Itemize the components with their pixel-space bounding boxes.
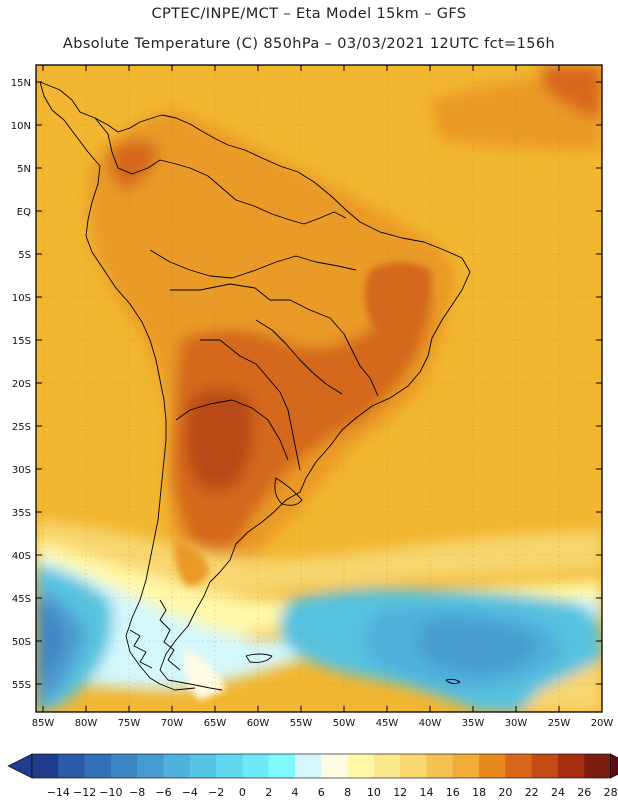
lat-label: 50S: [12, 637, 31, 648]
latitude-labels: 15N 10N 5N EQ 5S 10S 15S 20S 25S 30S 35S 40S 45S 50S 5…: [11, 78, 602, 691]
lat-label: 35S: [12, 508, 31, 519]
map-frame: [35, 64, 603, 713]
colorbar-swatch: [295, 754, 322, 778]
colorbar-frame: [31, 753, 611, 779]
lon-label: 75W: [118, 718, 141, 729]
colorbar-swatch: [137, 754, 164, 778]
colorbar-label: 10: [367, 786, 381, 799]
temperature-field: [36, 65, 602, 712]
colorbar-label: 28: [604, 786, 618, 799]
lon-label: 30W: [505, 718, 528, 729]
colorbar-label: −4: [182, 786, 198, 799]
lat-label: 45S: [12, 594, 31, 605]
colorbar-swatch: [321, 754, 348, 778]
lat-label: 5S: [18, 250, 31, 261]
colorbar-label: 6: [318, 786, 325, 799]
colorbar-label: 18: [472, 786, 486, 799]
colorbar-label: 2: [265, 786, 272, 799]
colorbar-swatch: [426, 754, 454, 778]
colorbar-swatch: [531, 754, 559, 778]
lat-label: 55S: [12, 680, 31, 691]
colorbar-label: −2: [208, 786, 224, 799]
colorbar-label: 16: [446, 786, 460, 799]
lat-label: 15S: [12, 336, 31, 347]
colorbar-label: 26: [577, 786, 591, 799]
colorbar-label: 8: [344, 786, 351, 799]
colorbar-swatch: [58, 754, 85, 778]
lat-label: 15N: [11, 78, 31, 89]
lon-label: 45W: [376, 718, 399, 729]
colorbar-label: −6: [155, 786, 171, 799]
colorbar-label: 4: [292, 786, 299, 799]
colorbar-swatch: [84, 754, 112, 778]
lon-label: 40W: [419, 718, 442, 729]
colorbar-swatch: [479, 754, 506, 778]
colorbar-swatch: [347, 754, 375, 778]
lat-label: 40S: [12, 551, 31, 562]
colorbar-label: 14: [420, 786, 434, 799]
colorbar-label: −10: [99, 786, 122, 799]
lon-label: 20W: [591, 718, 614, 729]
lat-label: 25S: [12, 422, 31, 433]
colorbar-label: 20: [498, 786, 512, 799]
lon-label: 50W: [333, 718, 356, 729]
lat-label: 10S: [12, 293, 31, 304]
chart-title-line2: Absolute Temperature (C) 850hPa – 03/03/…: [62, 36, 556, 52]
colorbar-swatch: [584, 754, 611, 778]
colorbar-label: −8: [129, 786, 145, 799]
colorbar-label: 12: [393, 786, 407, 799]
colorbar-swatch: [400, 754, 427, 778]
lat-label: 30S: [12, 465, 31, 476]
colorbar-label: 0: [239, 786, 246, 799]
colorbar-swatch: [242, 754, 269, 778]
colorbar-label: −12: [73, 786, 96, 799]
lat-label: 10N: [11, 121, 31, 132]
colorbar-label: −14: [47, 786, 70, 799]
longitude-labels: 85W 80W 75W 70W 65W 60W 55W 50W 45W 40W 35W 30W 25W 2…: [32, 65, 614, 729]
colorbar-swatch: [558, 754, 585, 778]
colorbar-swatch: [189, 754, 217, 778]
lat-label: 20S: [12, 379, 31, 390]
lon-label: 35W: [462, 718, 485, 729]
lat-label: 5N: [17, 164, 31, 175]
lon-label: 25W: [548, 718, 571, 729]
colorbar-swatch: [32, 754, 59, 778]
colorbar-swatch: [373, 754, 401, 778]
colorbar-label: 24: [551, 786, 565, 799]
lon-label: 80W: [75, 718, 98, 729]
colorbar-swatch: [163, 754, 191, 778]
colorbar-swatch: [452, 754, 480, 778]
colorbar-arrow-low: [7, 753, 33, 779]
colorbar-arrow-high: [610, 753, 618, 779]
lon-label: 65W: [204, 718, 227, 729]
colorbar-swatch: [110, 754, 138, 778]
lon-label: 60W: [247, 718, 270, 729]
colorbar-swatch: [216, 754, 243, 778]
colorbar-swatch: [268, 754, 296, 778]
colorbar-label: 22: [525, 786, 539, 799]
lat-label: EQ: [17, 207, 31, 218]
colorbar: −14 −12 −10 −8 −6 −4 −2 0 2 4 6 8 10 12 14 16 18 20 22 24 26…: [7, 753, 618, 799]
coastlines: [39, 81, 471, 691]
lon-label: 85W: [32, 718, 55, 729]
lon-label: 70W: [161, 718, 184, 729]
lon-label: 55W: [290, 718, 313, 729]
colorbar-swatch: [505, 754, 532, 778]
chart-title-line1: CPTEC/INPE/MCT – Eta Model 15km – GFS: [151, 6, 467, 22]
